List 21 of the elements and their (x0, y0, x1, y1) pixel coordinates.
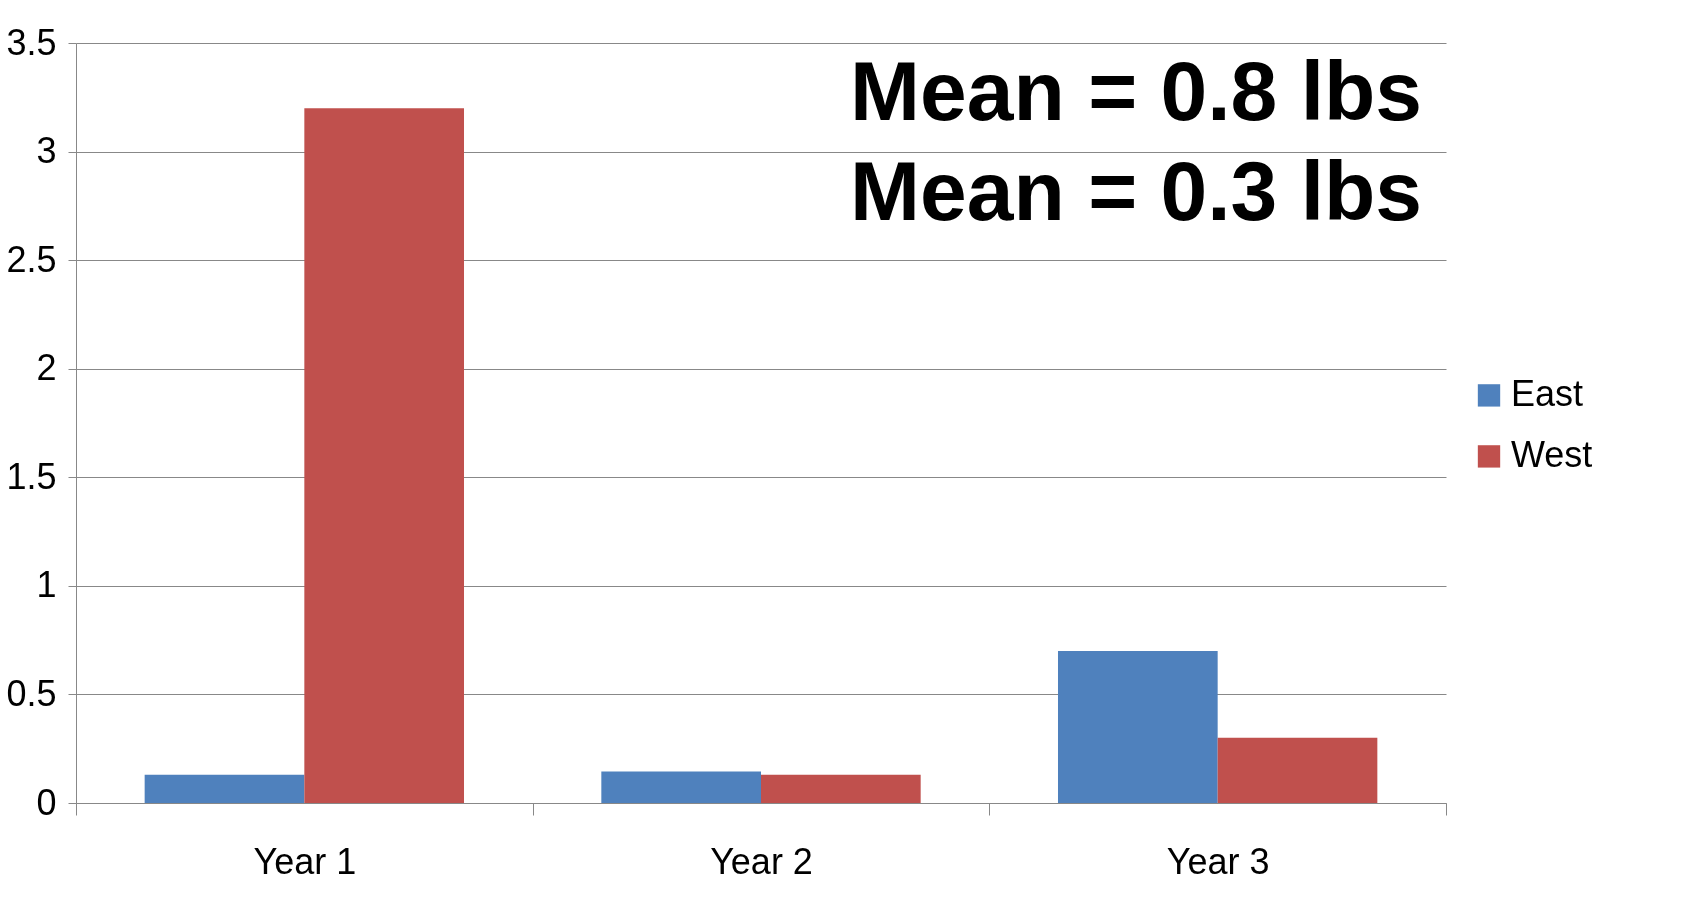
annotation: Mean = 0.8 lbs (850, 44, 1422, 138)
bar (1217, 737, 1378, 803)
y-tick-label: 3.5 (6, 21, 57, 63)
y-tick-label: 2 (36, 347, 57, 389)
y-tick-label: 0 (36, 781, 57, 823)
bar (761, 774, 921, 803)
legend-label: East (1511, 373, 1584, 415)
bar (144, 774, 305, 803)
legend-label: West (1511, 434, 1593, 476)
bar (601, 771, 761, 803)
y-tick-label: 0.5 (6, 672, 57, 714)
y-tick-label: 2.5 (6, 238, 57, 280)
annotation: Mean = 0.3 lbs (850, 144, 1422, 238)
x-tick-label: Year 3 (1166, 840, 1270, 882)
bar (304, 108, 465, 803)
bar (1057, 651, 1218, 803)
y-tick-label: 1 (36, 564, 57, 606)
x-tick-label: Year 2 (710, 840, 813, 882)
y-tick-label: 3 (36, 130, 57, 172)
x-tick-label: Year 1 (253, 840, 357, 882)
y-tick-label: 1.5 (6, 455, 57, 497)
